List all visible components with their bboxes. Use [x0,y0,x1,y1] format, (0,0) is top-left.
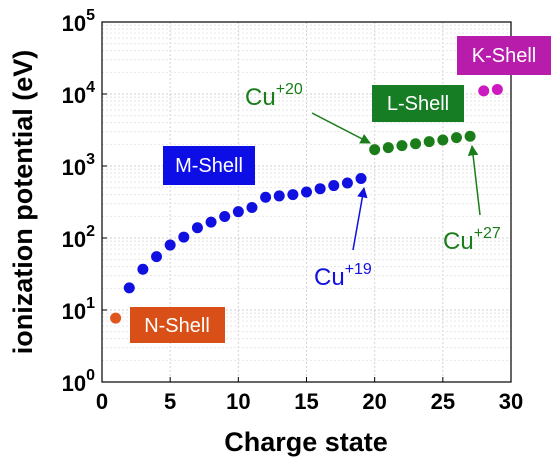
data-point [341,177,353,189]
x-axis-label: Charge state [224,427,388,457]
data-points [110,83,503,324]
data-point [437,134,449,146]
y-axis-label: ionization potential (eV) [8,50,38,355]
k-shell-label: K-Shell [457,36,551,75]
data-point [423,136,435,148]
data-point [246,202,258,214]
x-tick-label: 10 [226,389,250,414]
x-tick-label: 15 [294,389,318,414]
data-point [314,183,326,195]
data-point [191,222,203,234]
data-point [137,263,149,275]
x-tick-label: 25 [431,389,455,414]
data-point [464,130,476,142]
n-shell-label: N-Shell [130,307,225,343]
annotation-cu20: Cu+20 [245,81,303,111]
y-tick-label: 102 [62,223,95,252]
data-point [287,189,299,201]
data-point [478,85,490,97]
data-point [396,140,408,152]
data-point [355,173,367,185]
y-tick-label: 100 [62,367,95,396]
data-point [301,186,312,198]
y-tick-label: 105 [62,7,95,36]
svg-text:K-Shell: K-Shell [472,45,536,67]
data-point [328,180,340,192]
data-point [205,216,217,228]
m-shell-label: M-Shell [163,146,255,185]
data-point [232,206,244,218]
svg-text:N-Shell: N-Shell [144,315,210,337]
data-point [273,190,285,202]
annotation-cu27: Cu+27 [443,225,501,255]
data-point [123,282,135,294]
axis-ticks: 0 5 10 15 20 25 30 100 101 102 103 104 105 [62,7,524,414]
data-point [164,239,176,251]
svg-text:L-Shell: L-Shell [387,93,449,115]
svg-text:M-Shell: M-Shell [175,155,243,177]
data-point [410,138,422,150]
data-point [151,251,163,263]
data-point [260,191,272,203]
data-point [178,231,190,243]
data-point [382,142,394,154]
annotation-cu27-arrow [467,144,481,216]
data-point [369,144,381,156]
data-point [219,210,231,222]
y-tick-label: 104 [62,79,95,108]
annotation-cu19: Cu+19 [314,261,372,291]
annotation-cu19-arrow [352,186,368,251]
data-point [491,83,503,95]
annotation-cu20-arrow [311,112,371,144]
x-tick-label: 20 [362,389,386,414]
l-shell-label: L-Shell [372,85,464,122]
data-point [110,312,122,324]
x-tick-label: 0 [96,389,108,414]
y-tick-label: 101 [62,295,95,324]
y-tick-label: 103 [62,151,95,180]
data-point [450,132,462,144]
x-tick-label: 30 [499,389,523,414]
x-tick-label: 5 [164,389,176,414]
